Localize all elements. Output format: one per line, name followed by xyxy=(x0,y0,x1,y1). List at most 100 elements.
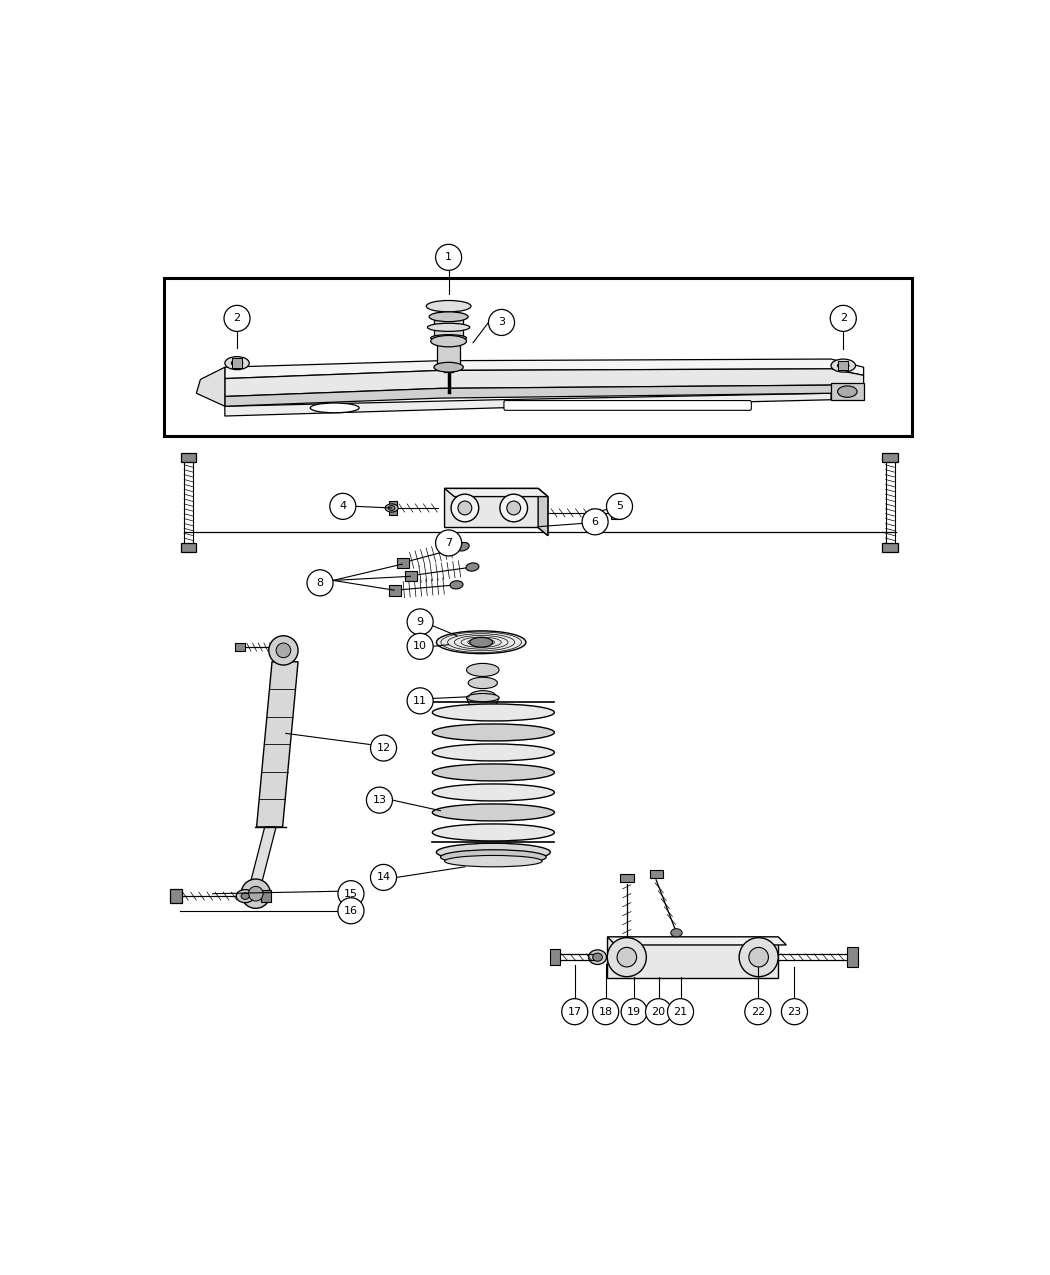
FancyBboxPatch shape xyxy=(832,384,863,400)
Polygon shape xyxy=(607,937,786,945)
Ellipse shape xyxy=(385,504,398,513)
FancyBboxPatch shape xyxy=(504,400,752,411)
Polygon shape xyxy=(538,488,548,536)
Ellipse shape xyxy=(468,677,498,689)
FancyBboxPatch shape xyxy=(164,278,912,436)
FancyBboxPatch shape xyxy=(181,543,196,552)
Circle shape xyxy=(276,643,291,658)
Polygon shape xyxy=(444,488,548,536)
Circle shape xyxy=(739,937,778,977)
Text: 2: 2 xyxy=(233,314,240,324)
Ellipse shape xyxy=(466,562,479,571)
Circle shape xyxy=(452,495,479,521)
Text: 13: 13 xyxy=(373,796,386,805)
Circle shape xyxy=(338,898,364,924)
Ellipse shape xyxy=(838,386,857,398)
Polygon shape xyxy=(444,488,548,496)
Text: 10: 10 xyxy=(413,641,427,652)
Ellipse shape xyxy=(437,843,550,861)
Ellipse shape xyxy=(231,360,243,366)
Circle shape xyxy=(562,998,588,1025)
Circle shape xyxy=(307,570,333,595)
Text: 22: 22 xyxy=(751,1007,765,1016)
FancyBboxPatch shape xyxy=(390,501,397,515)
Ellipse shape xyxy=(427,324,469,332)
Circle shape xyxy=(646,998,672,1025)
Circle shape xyxy=(407,609,434,635)
Ellipse shape xyxy=(437,631,526,654)
Circle shape xyxy=(269,636,298,666)
FancyBboxPatch shape xyxy=(390,585,401,595)
Ellipse shape xyxy=(433,743,554,761)
Ellipse shape xyxy=(236,890,254,903)
Text: 18: 18 xyxy=(598,1007,613,1016)
FancyBboxPatch shape xyxy=(181,454,196,463)
Circle shape xyxy=(831,305,857,332)
Text: 17: 17 xyxy=(568,1007,582,1016)
Ellipse shape xyxy=(457,542,469,551)
Text: 8: 8 xyxy=(316,578,323,588)
Circle shape xyxy=(607,493,632,519)
Text: 7: 7 xyxy=(445,538,453,548)
Circle shape xyxy=(242,878,271,908)
Circle shape xyxy=(249,886,264,901)
Ellipse shape xyxy=(433,764,554,782)
Circle shape xyxy=(371,864,397,890)
Ellipse shape xyxy=(589,950,607,964)
Text: 15: 15 xyxy=(344,889,358,899)
FancyBboxPatch shape xyxy=(846,947,858,966)
Ellipse shape xyxy=(671,928,682,937)
Ellipse shape xyxy=(434,362,463,372)
Text: 1: 1 xyxy=(445,252,453,263)
Text: 9: 9 xyxy=(417,617,424,627)
Circle shape xyxy=(617,947,636,966)
FancyBboxPatch shape xyxy=(261,890,271,901)
Ellipse shape xyxy=(225,357,249,370)
FancyBboxPatch shape xyxy=(550,949,560,965)
Ellipse shape xyxy=(433,824,554,842)
Ellipse shape xyxy=(429,312,468,321)
Ellipse shape xyxy=(433,805,554,821)
FancyBboxPatch shape xyxy=(170,889,182,904)
FancyBboxPatch shape xyxy=(405,571,417,581)
Ellipse shape xyxy=(471,704,495,714)
Ellipse shape xyxy=(430,335,466,347)
Circle shape xyxy=(592,998,618,1025)
Polygon shape xyxy=(225,393,832,416)
Circle shape xyxy=(366,787,393,813)
Ellipse shape xyxy=(444,856,542,867)
Text: 2: 2 xyxy=(840,314,847,324)
Polygon shape xyxy=(256,662,298,827)
Circle shape xyxy=(582,509,608,534)
FancyBboxPatch shape xyxy=(882,454,898,463)
Circle shape xyxy=(507,501,521,515)
Ellipse shape xyxy=(466,663,499,677)
Circle shape xyxy=(607,937,647,977)
Text: 20: 20 xyxy=(651,1007,666,1016)
FancyBboxPatch shape xyxy=(611,506,622,519)
Ellipse shape xyxy=(441,849,546,864)
Text: 5: 5 xyxy=(616,501,623,511)
Circle shape xyxy=(749,947,769,966)
Ellipse shape xyxy=(388,505,395,510)
Circle shape xyxy=(436,530,462,556)
Text: 16: 16 xyxy=(344,905,358,915)
FancyBboxPatch shape xyxy=(620,875,634,882)
Circle shape xyxy=(781,998,807,1025)
FancyBboxPatch shape xyxy=(437,342,460,367)
Circle shape xyxy=(371,734,397,761)
Circle shape xyxy=(668,998,694,1025)
Text: 19: 19 xyxy=(627,1007,642,1016)
Ellipse shape xyxy=(450,580,463,589)
FancyBboxPatch shape xyxy=(434,312,463,342)
Polygon shape xyxy=(196,367,225,407)
FancyBboxPatch shape xyxy=(235,643,246,652)
Ellipse shape xyxy=(466,694,499,701)
Circle shape xyxy=(224,305,250,332)
Circle shape xyxy=(500,495,527,521)
Ellipse shape xyxy=(242,892,249,899)
Circle shape xyxy=(458,501,471,515)
Polygon shape xyxy=(466,697,499,718)
Ellipse shape xyxy=(433,724,554,741)
Ellipse shape xyxy=(433,704,554,720)
